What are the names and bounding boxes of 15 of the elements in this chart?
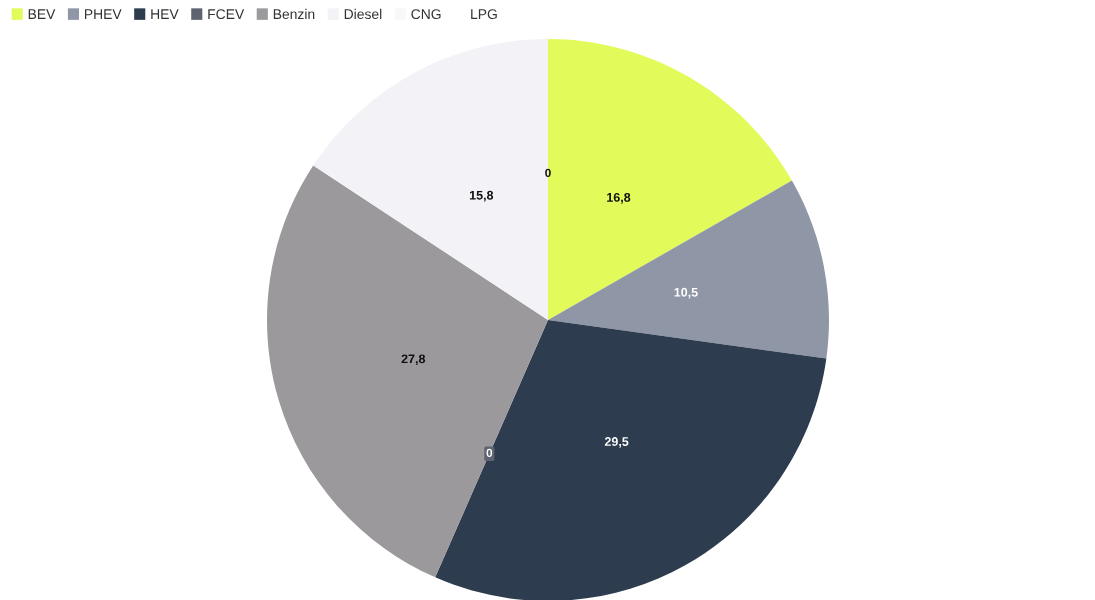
category-label: LPG: [471, 9, 497, 20]
data-label: 10,5: [674, 287, 698, 299]
legend-label: FCEV: [208, 9, 245, 20]
legend-label: BEV: [28, 9, 56, 19]
legend-label: HEV: [151, 9, 179, 19]
data-label: 16,8: [607, 192, 631, 204]
legend-label: Diesel: [344, 8, 382, 20]
legend-label: CNG: [411, 9, 441, 20]
text: 0: [545, 168, 551, 178]
text: 0: [486, 448, 493, 457]
data-label: 15,8: [469, 190, 494, 202]
data-label: 27,8: [401, 354, 426, 366]
legend-label: Benzin: [273, 8, 315, 20]
data-label: 29,5: [604, 437, 629, 448]
legend-label: PHEV: [85, 9, 122, 19]
